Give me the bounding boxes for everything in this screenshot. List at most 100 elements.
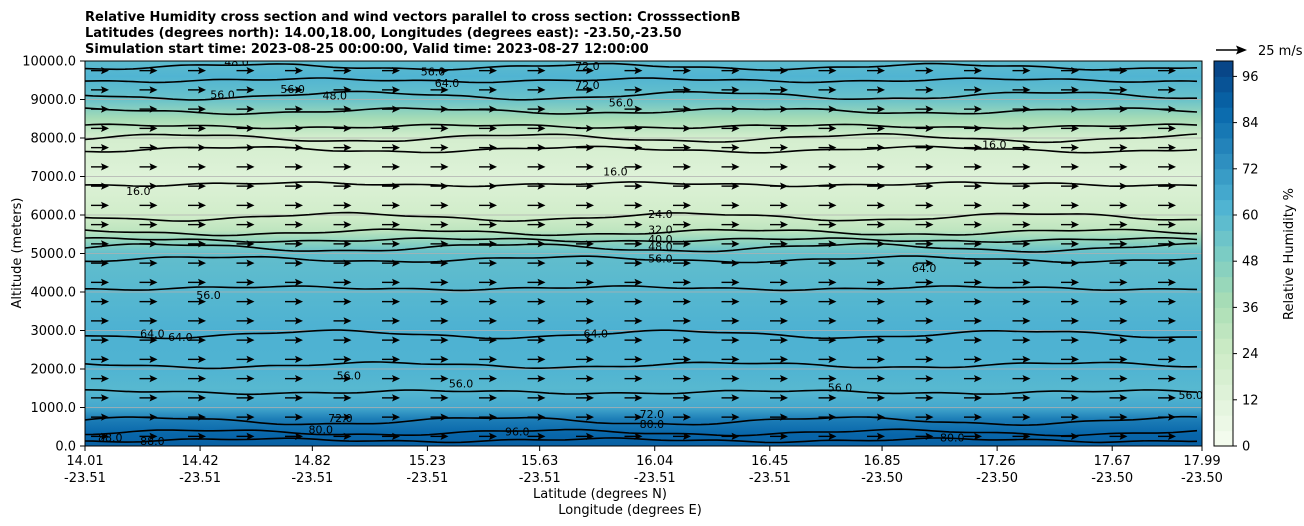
wind-vector-head (634, 432, 643, 440)
wind-vector-head (925, 336, 934, 344)
wind-vector (139, 201, 158, 209)
wind-vector-head (1119, 163, 1128, 171)
wind-vector-head (295, 201, 303, 209)
x-tick-label-lon: -23.50 (976, 471, 1018, 486)
wind-vector (1012, 124, 1031, 132)
wind-vector-head (780, 124, 788, 132)
wind-vector (915, 394, 934, 402)
wind-vector-head (343, 278, 352, 286)
wind-vector-head (634, 67, 643, 75)
wind-vector (1109, 336, 1128, 344)
wind-vector-head (440, 144, 449, 152)
wind-vector-head (246, 67, 255, 75)
x-tick-label-lat: 16.85 (863, 454, 900, 469)
wind-vector (527, 163, 546, 171)
wind-vector-head (683, 394, 691, 402)
wind-vector (285, 375, 303, 383)
wind-vector-head (925, 144, 934, 152)
wind-vector-head (634, 375, 643, 383)
wind-vector-head (537, 163, 546, 171)
wind-vector (527, 67, 546, 75)
wind-vector-head (731, 240, 740, 248)
wind-vector-head (198, 336, 206, 344)
wind-vector (188, 432, 206, 440)
wind-vector (576, 67, 594, 75)
wind-vector (770, 432, 788, 440)
wind-vector (430, 355, 449, 363)
wind-vector (1109, 105, 1128, 113)
wind-vector (1061, 432, 1079, 440)
wind-vector (333, 355, 352, 363)
wind-vector-head (1168, 259, 1176, 267)
x-tick-label-lon: -23.51 (179, 471, 221, 486)
wind-vector (576, 317, 594, 325)
wind-vector (673, 375, 691, 383)
wind-vector-head (343, 124, 352, 132)
wind-vector-head (343, 432, 352, 440)
x-tick-label-lat: 15.63 (521, 454, 558, 469)
wind-vector (624, 182, 643, 190)
contour-labels: 56.0 56.048.048.056.064.072.072.056.016.0… (98, 61, 1202, 446)
colorbar-band (1214, 107, 1233, 124)
wind-vector (285, 413, 303, 421)
wind-vector (91, 182, 109, 190)
wind-vector-head (246, 259, 255, 267)
colorbar-band (1214, 276, 1233, 293)
wind-vector (673, 394, 691, 402)
wind-vector-head (780, 105, 788, 113)
wind-vector-head (780, 144, 788, 152)
x-tick-label-lat: 17.99 (1183, 454, 1220, 469)
x-axis-label-line-1: Latitude (degrees N) (533, 487, 667, 502)
wind-vector (915, 336, 934, 344)
wind-vector-head (780, 375, 788, 383)
wind-vector (382, 163, 400, 171)
wind-vector-head (1168, 86, 1176, 94)
wind-vector (818, 163, 837, 171)
contour-label: 56.0 (609, 96, 634, 109)
wind-vector (1012, 278, 1031, 286)
wind-vector (721, 124, 740, 132)
wind-vector (1158, 432, 1176, 440)
wind-vector (188, 105, 206, 113)
wind-vector-head (974, 163, 982, 171)
wind-vector-head (1168, 201, 1176, 209)
wind-vector (964, 278, 982, 286)
wind-vector (382, 221, 400, 229)
wind-vector-head (537, 67, 546, 75)
wind-vector (430, 182, 449, 190)
x-tick-label-lat: 14.82 (294, 454, 331, 469)
wind-vector (1158, 355, 1176, 363)
wind-vector-head (1168, 298, 1176, 306)
contour-label: 80.0 (308, 424, 333, 437)
y-tick-label: 3000.0 (31, 324, 77, 339)
wind-vector-head (1119, 221, 1128, 229)
wind-vector-head (392, 201, 400, 209)
wind-vector-head (295, 278, 303, 286)
contour-label: 56.0 (421, 66, 446, 79)
wind-vector-head (877, 355, 885, 363)
x-tick-label-lon: -23.51 (291, 471, 333, 486)
wind-vector (527, 394, 546, 402)
wind-vector (964, 375, 982, 383)
wind-vector-head (1119, 355, 1128, 363)
wind-vector (139, 259, 158, 267)
wind-vector (91, 105, 109, 113)
contour-label: 40.0 (648, 233, 673, 246)
wind-vector-head (780, 201, 788, 209)
wind-vector (479, 259, 497, 267)
wind-vector-head (974, 124, 982, 132)
wind-vector-head (392, 355, 400, 363)
wind-vector-head (246, 105, 255, 113)
wind-vector (915, 124, 934, 132)
wind-vector-head (1168, 278, 1176, 286)
wind-vector (236, 86, 255, 94)
wind-vector-head (537, 278, 546, 286)
title-line-2: Latitudes (degrees north): 14.00,18.00, … (85, 26, 682, 41)
wind-vector (527, 317, 546, 325)
wind-vector-head (537, 413, 546, 421)
wind-vector-head (1022, 278, 1031, 286)
wind-vector-head (198, 201, 206, 209)
wind-vector-head (101, 67, 109, 75)
wind-vector-head (489, 201, 497, 209)
wind-vector (1158, 201, 1176, 209)
